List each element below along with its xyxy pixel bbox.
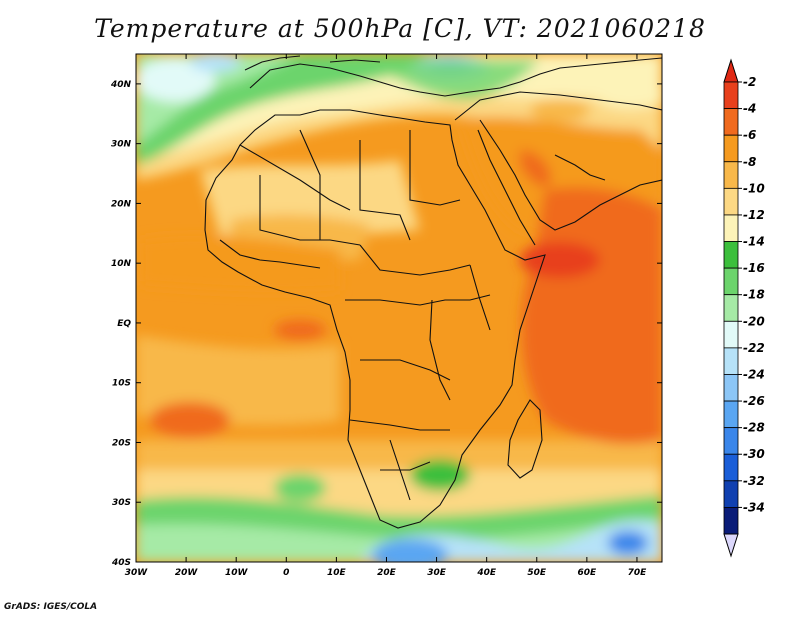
colorbar-swatch (723, 161, 739, 189)
colorbar-label: -34 (743, 500, 765, 514)
lat-tick-label: 30S (112, 498, 131, 508)
lon-tick-label: 30E (427, 568, 447, 578)
chart-title: Temperature at 500hPa [C], VT: 202106021… (94, 14, 706, 43)
colorbar-label: -28 (743, 421, 765, 435)
grads-credit: GrADS: IGES/COLA (4, 602, 98, 612)
lat-tick-label: 40S (111, 558, 131, 568)
colorbar-label: -24 (743, 367, 765, 381)
lon-tick-label: 20W (175, 568, 199, 578)
lat-tick-label: 10N (111, 259, 132, 269)
lat-tick-label: EQ (117, 319, 131, 329)
lon-tick-label: 0 (283, 568, 289, 578)
colorbar-swatch (723, 480, 739, 508)
colorbar-swatch (723, 374, 739, 402)
colorbar-label: -2 (743, 75, 756, 89)
colorbar-swatch (723, 267, 739, 296)
colorbar-swatch (723, 320, 739, 349)
lat-tick-label: 20N (111, 199, 132, 209)
lon-tick-label: 20E (377, 568, 397, 578)
lat-tick-label: 40N (110, 80, 132, 90)
longitude-axis: 30W 20W 10W 0 10E 20E 30E 40E 50E 60E 70E (125, 54, 647, 578)
plot-frame (135, 53, 663, 563)
coastlines (204, 55, 662, 529)
colorbar-swatch (723, 81, 739, 109)
colorbar-label: -16 (743, 261, 765, 275)
temperature-field (136, 54, 662, 562)
colorbar-label: -4 (743, 102, 756, 116)
colorbar-top-arrow (723, 58, 739, 83)
colorbar-swatch (723, 134, 739, 163)
lon-tick-label: 30W (125, 568, 149, 578)
lat-tick-label: 20S (112, 438, 131, 448)
colorbar-label: -6 (743, 128, 756, 142)
colorbar-label: -32 (743, 474, 765, 488)
colorbar: -2 -4 -6 -8 -10 -12 -14 -16 -18 -20 -22 -24 -26 -28 -3… (723, 58, 765, 558)
colorbar-swatch (723, 427, 739, 455)
colorbar-label: -12 (743, 208, 765, 222)
colorbar-label: -20 (743, 314, 765, 328)
colorbar-label: -22 (743, 341, 765, 355)
colorbar-bottom-arrow (723, 533, 739, 558)
lat-tick-label: 30N (111, 140, 132, 150)
colorbar-label: -26 (743, 394, 765, 408)
lat-tick-label: 10S (112, 379, 131, 389)
latitude-axis: 40N 30N 20N 10N EQ 10S 20S 30S 40S (110, 80, 662, 568)
lon-tick-label: 60E (578, 568, 598, 578)
colorbar-label: -14 (743, 235, 765, 249)
colorbar-swatch (723, 214, 739, 242)
colorbar-swatch (723, 241, 739, 269)
lon-tick-label: 10E (327, 568, 347, 578)
colorbar-label: -10 (743, 181, 765, 195)
colorbar-label: -18 (743, 288, 765, 302)
colorbar-swatch (723, 187, 739, 216)
lon-tick-label: 10W (225, 568, 249, 578)
colorbar-label: -30 (743, 447, 765, 461)
colorbar-swatch (723, 108, 739, 136)
colorbar-swatch (723, 507, 739, 535)
colorbar-swatch (723, 453, 739, 482)
colorbar-swatch (723, 400, 739, 429)
lon-tick-label: 50E (527, 568, 547, 578)
colorbar-swatch (723, 347, 739, 375)
lon-tick-label: 40E (476, 568, 497, 578)
colorbar-label: -8 (743, 155, 756, 169)
lon-tick-label: 70E (628, 568, 648, 578)
colorbar-swatch (723, 294, 739, 322)
